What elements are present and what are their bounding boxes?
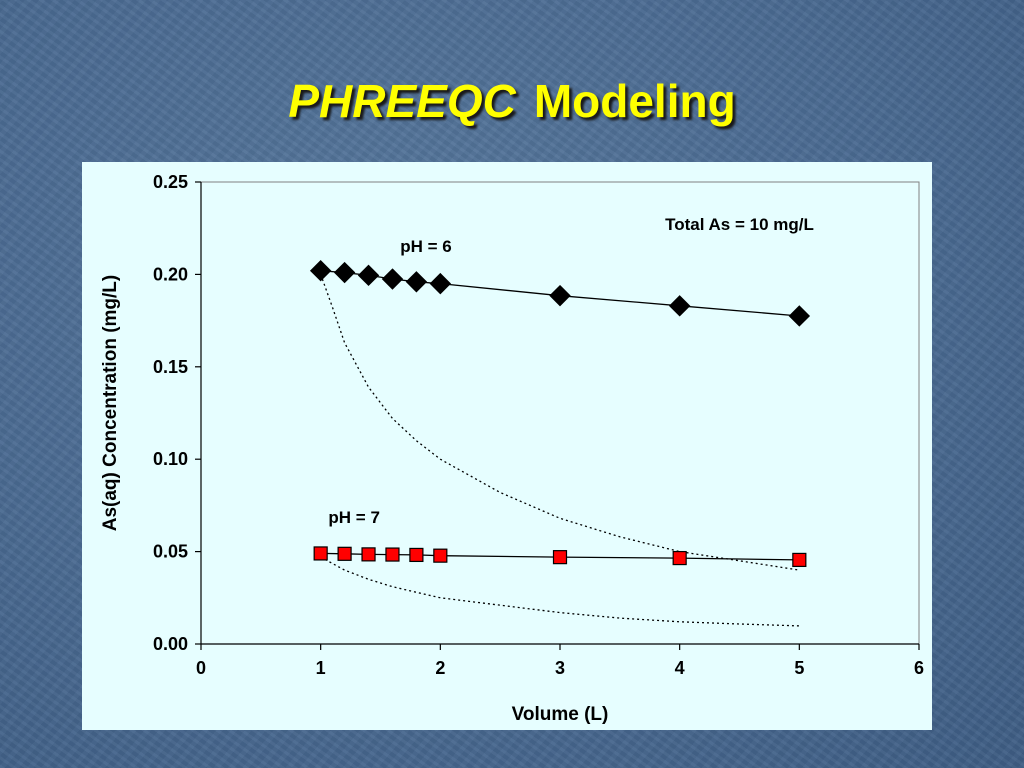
- y-tick-label: 0.10: [153, 449, 188, 469]
- data-point-square: [337, 546, 352, 561]
- y-axis-title: As(aq) Concentration (mg/L): [100, 275, 121, 532]
- model-dotted-curve: [320, 274, 800, 571]
- data-point-diamond: [381, 268, 404, 290]
- title-software-name: PHREEQC: [288, 75, 516, 127]
- chart-annotation: Total As = 10 mg/L: [665, 215, 814, 234]
- y-tick-label: 0.25: [153, 172, 188, 192]
- x-tick-label: 6: [914, 658, 924, 678]
- slide-title: PHREEQC Modeling: [0, 74, 1024, 128]
- data-point-square: [361, 547, 376, 562]
- data-point-square: [552, 550, 568, 565]
- data-point-diamond: [668, 295, 691, 317]
- data-point-diamond: [357, 264, 380, 287]
- x-tick-label: 3: [555, 658, 565, 678]
- chart-annotation: pH = 7: [328, 508, 380, 527]
- y-tick-label: 0.05: [153, 542, 188, 562]
- x-tick-label: 0: [196, 658, 206, 678]
- data-point-diamond: [309, 259, 332, 282]
- plot-frame: [200, 181, 920, 645]
- data-point-square: [792, 552, 807, 568]
- as-concentration-chart: 0.00 0.05 0.10 0.15 0.20 0.25 0 1 2 3 4 5 6 Volume (L…: [100, 172, 924, 725]
- data-point-diamond: [788, 305, 811, 327]
- title-word: Modeling: [533, 75, 736, 127]
- x-tick-label: 5: [794, 658, 804, 678]
- y-tick-label: 0.20: [153, 264, 188, 284]
- chart-annotation: pH = 6: [400, 237, 452, 256]
- data-point-square: [672, 550, 687, 566]
- y-tick-label: 0.00: [153, 634, 188, 654]
- x-tick-label: 4: [675, 658, 685, 678]
- data-point-diamond: [405, 271, 428, 293]
- data-point-square: [313, 546, 328, 561]
- x-tick-label: 2: [435, 658, 445, 678]
- data-point-diamond: [549, 284, 571, 307]
- chart-panel: 0.00 0.05 0.10 0.15 0.20 0.25 0 1 2 3 4 5 6 Volume (L…: [82, 162, 932, 730]
- data-point-square: [385, 547, 400, 562]
- model-dotted-curve: [320, 556, 800, 627]
- data-point-diamond: [429, 272, 452, 295]
- x-tick-label: 1: [316, 658, 326, 678]
- x-axis-title: Volume (L): [512, 704, 609, 725]
- data-point-square: [433, 548, 448, 563]
- data-point-diamond: [333, 261, 356, 284]
- data-point-square: [409, 547, 424, 563]
- y-tick-label: 0.15: [153, 357, 188, 377]
